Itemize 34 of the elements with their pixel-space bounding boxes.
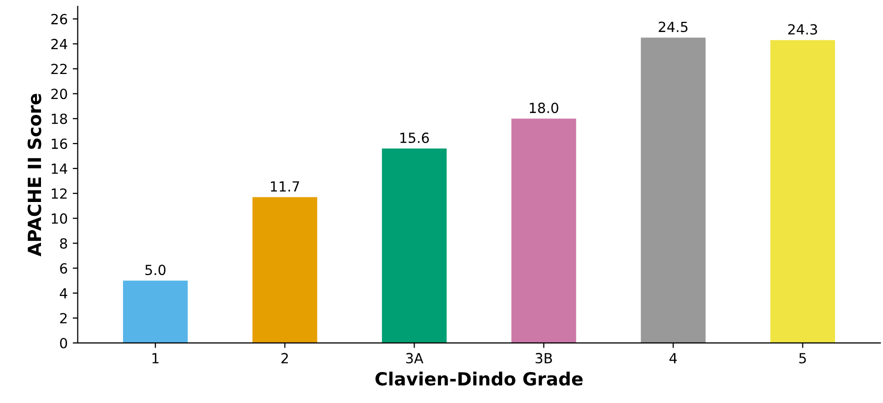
data-label: 18.0 [530, 102, 558, 114]
data-label: 24.3 [788, 24, 818, 35]
x-tick-label: 2 [281, 352, 288, 364]
bar [252, 197, 318, 343]
y-tick-label: 22 [51, 64, 67, 74]
y-tick-label: 6 [60, 263, 68, 274]
y-tick-label: 18 [52, 114, 68, 124]
y-tick-label: 14 [52, 164, 68, 174]
data-label: 15.6 [400, 132, 429, 144]
y-tick-label: 2 [60, 312, 67, 324]
y-tick-label: 0 [60, 338, 68, 348]
x-axis-title: Clavien-Dindo Grade [375, 372, 583, 386]
data-label: 24.5 [658, 22, 688, 32]
bar [770, 40, 836, 343]
y-tick-label: 4 [60, 288, 68, 298]
y-tick-label: 20 [51, 88, 68, 100]
x-tick-label: 1 [152, 353, 159, 364]
y-tick-label: 26 [51, 14, 68, 24]
data-label: 11.7 [270, 181, 300, 192]
bar [123, 280, 188, 343]
x-tick-label: 4 [669, 353, 677, 364]
data-label: 5.0 [145, 264, 166, 276]
x-tick-label: 5 [799, 353, 806, 364]
x-tick-label: 3B [536, 352, 552, 364]
y-tick-label: 10 [52, 213, 68, 224]
y-tick-label: 24 [51, 38, 68, 50]
y-tick-label: 16 [52, 138, 68, 150]
x-tick-label: 3A [406, 352, 424, 364]
bar [640, 38, 706, 343]
bar [511, 118, 576, 343]
y-tick-label: 8 [60, 238, 68, 249]
bar [382, 148, 447, 343]
y-axis-title: APACHE II Score [28, 94, 42, 256]
y-tick-label: 12 [52, 188, 67, 199]
